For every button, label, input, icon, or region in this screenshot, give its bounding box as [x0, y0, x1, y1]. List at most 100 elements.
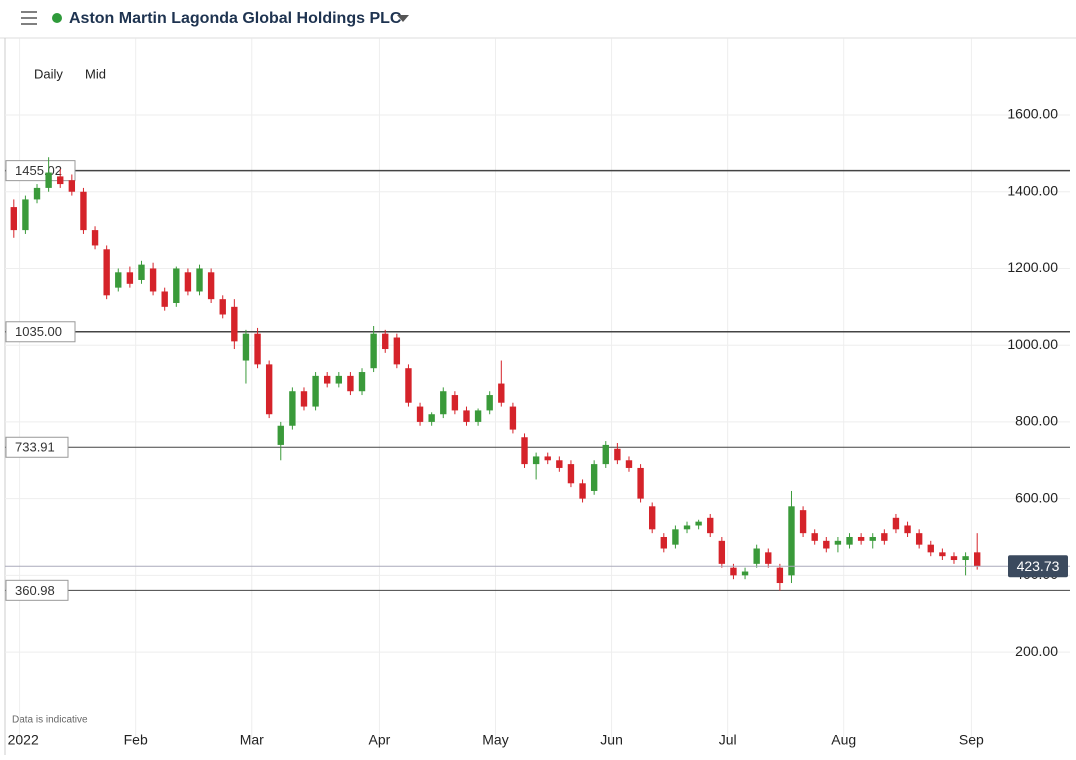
candle-body	[544, 456, 551, 461]
candle-body	[324, 375, 331, 384]
candle-body	[312, 375, 319, 407]
note: Data is indicative	[12, 715, 88, 726]
level-label: 360.98	[15, 583, 55, 598]
candle-body	[590, 464, 598, 491]
candles	[10, 157, 981, 591]
candle-body	[335, 375, 342, 384]
candle-body	[405, 368, 412, 403]
candle-body	[614, 448, 621, 461]
dropdown-caret[interactable]	[397, 15, 409, 22]
candle-body	[463, 410, 470, 422]
candle-body	[265, 364, 273, 415]
candle-body	[660, 536, 667, 549]
candle-body	[707, 517, 714, 534]
last-price-label: 423.73	[1017, 558, 1060, 574]
x-tick-label: Mar	[240, 732, 264, 748]
candle-body	[231, 306, 238, 342]
candle-body	[892, 517, 900, 530]
candle-body	[358, 372, 366, 392]
x-tick-label: Jul	[719, 732, 737, 748]
candle-body	[974, 552, 981, 567]
candle-body	[68, 180, 76, 192]
candle-body	[149, 268, 157, 292]
interval[interactable]: Daily	[34, 66, 63, 81]
instrument-title[interactable]: Aston Martin Lagonda Global Holdings PLC	[69, 10, 402, 27]
candle-body	[370, 333, 377, 369]
level-label: 1455.02	[15, 163, 62, 178]
candle-body	[532, 456, 540, 465]
candle-body	[776, 567, 784, 584]
candle-body	[799, 510, 807, 534]
x-tick-label: Sep	[959, 732, 984, 748]
candle-body	[138, 264, 145, 280]
candle-body	[927, 544, 934, 553]
candle-body	[451, 395, 459, 411]
candle-body	[115, 272, 122, 288]
candle-body	[498, 383, 505, 403]
candle-body	[45, 172, 52, 188]
candle-body	[741, 571, 749, 576]
candle-body	[440, 391, 447, 415]
candle-body	[579, 483, 586, 499]
candle-body	[672, 529, 679, 545]
candle-body	[602, 444, 609, 465]
candle-body	[126, 272, 134, 284]
candle-body	[846, 536, 853, 545]
candle-body	[393, 337, 401, 365]
candle-body	[184, 272, 192, 292]
x-tick-label: Feb	[124, 732, 148, 748]
y-tick-label: 1200.00	[1007, 259, 1058, 275]
candle-body	[91, 230, 99, 246]
candle-body	[950, 556, 958, 561]
level-label-box	[5, 436, 69, 458]
candle-body	[834, 540, 842, 545]
candle-body	[788, 506, 795, 576]
y-tick-label: 600.00	[1015, 489, 1058, 505]
x-tick-label: 2022	[8, 732, 39, 748]
candle-body	[161, 291, 168, 307]
level-label: 733.91	[15, 440, 55, 455]
candle-body	[521, 437, 528, 465]
y-tick-label: 200.00	[1015, 643, 1058, 659]
last-price-box	[1008, 555, 1068, 578]
candle-body	[173, 268, 180, 303]
price-type[interactable]: Mid	[85, 66, 106, 81]
candle-body	[823, 540, 830, 549]
candle-body	[765, 552, 772, 564]
candle-body	[57, 176, 64, 185]
candle-body	[915, 533, 923, 545]
level-label-box	[5, 160, 76, 182]
x-tick-label: Aug	[831, 732, 856, 748]
candle-body	[857, 536, 865, 541]
candle-body	[509, 406, 517, 430]
candle-body	[289, 391, 296, 426]
candle-body	[649, 506, 656, 530]
status-dot	[52, 13, 62, 23]
candle-body	[382, 333, 389, 350]
level-label-box	[5, 579, 69, 601]
candle-body	[962, 556, 969, 561]
candle-body	[254, 333, 261, 365]
candle-body	[567, 464, 575, 484]
candle-body	[730, 567, 737, 576]
candle-body	[939, 552, 946, 557]
candle-body	[416, 406, 424, 422]
candle-body	[904, 525, 911, 534]
level-label: 1035.00	[15, 324, 62, 339]
candle-body	[811, 533, 818, 541]
candle-body	[347, 375, 354, 392]
candle-body	[637, 467, 644, 499]
menu-icon[interactable]	[21, 11, 37, 25]
y-tick-label: 1400.00	[1007, 182, 1058, 198]
candle-body	[486, 395, 493, 411]
y-tick-label: 1600.00	[1007, 106, 1058, 122]
candle-body	[428, 414, 435, 422]
x-tick-label: May	[482, 732, 508, 748]
candle-body	[277, 425, 284, 445]
candle-body	[556, 460, 563, 468]
candle-body	[300, 391, 308, 407]
y-tick-label: 800.00	[1015, 413, 1058, 429]
candle-body	[753, 548, 760, 564]
